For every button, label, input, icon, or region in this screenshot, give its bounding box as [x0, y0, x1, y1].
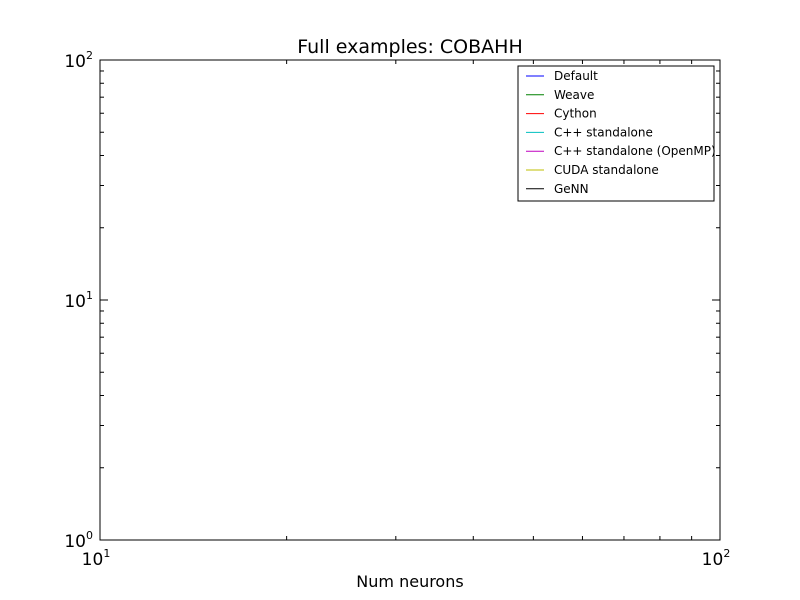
x-tick-label: 102	[702, 547, 731, 570]
legend-label: CUDA standalone	[554, 163, 659, 177]
tick-marks	[99, 59, 721, 541]
x-axis-label: Num neurons	[356, 572, 463, 591]
legend-label: GeNN	[554, 182, 589, 196]
legend-frame	[517, 65, 715, 202]
legend-label: Cython	[554, 107, 597, 121]
legend-label: Weave	[554, 88, 594, 102]
x-tick-label: 101	[82, 547, 111, 570]
legend-label: Default	[554, 69, 598, 83]
y-tick-label: 100	[64, 529, 93, 552]
legend-label: C++ standalone (OpenMP)	[554, 144, 716, 158]
legend-label: C++ standalone	[554, 125, 653, 139]
legend: Default Weave Cython C++ standalone C++ stan…	[517, 65, 716, 202]
y-tick-label: 102	[64, 49, 93, 72]
chart-title: Full examples: COBAHH	[297, 36, 522, 58]
y-tick-label: 101	[64, 289, 93, 312]
